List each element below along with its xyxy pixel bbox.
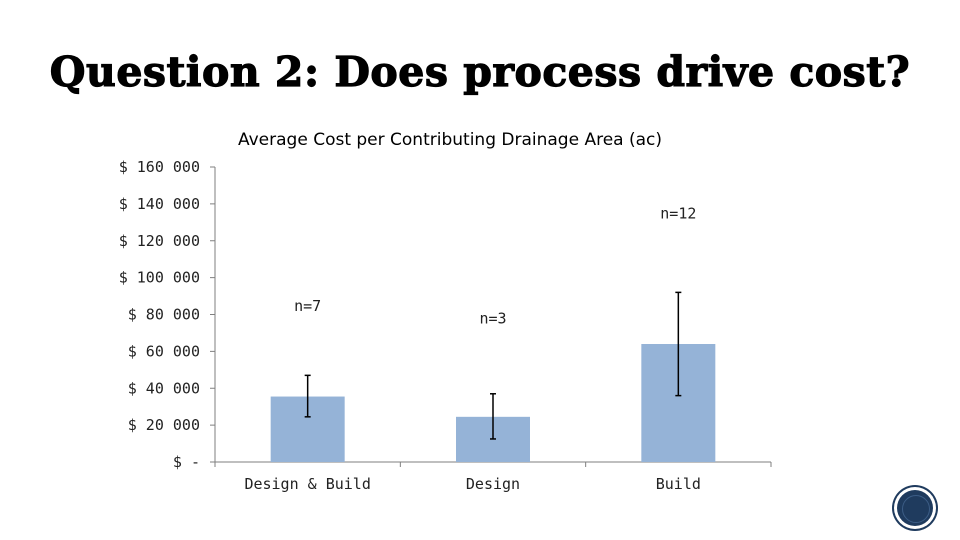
- y-tick-label: $ 140 000: [119, 195, 200, 213]
- labels: $ 160 000 $ 140 000 $ 120 000 $ 100 000 $ 80…: [119, 158, 701, 493]
- y-tick-label: $ 60 000: [128, 342, 200, 360]
- page-badge-inner: [902, 495, 930, 523]
- y-tick-label: $ 120 000: [119, 232, 200, 250]
- bars: [270, 344, 716, 462]
- x-category-label: Design: [466, 475, 520, 493]
- sample-size-annotation: n=12: [660, 205, 696, 223]
- y-tick-label: $ 80 000: [128, 306, 200, 324]
- y-tick-label: $ 20 000: [128, 416, 200, 434]
- page-badge-icon: [897, 490, 933, 526]
- slide-title: Question 2: Does process drive cost?: [49, 47, 911, 96]
- y-tick-label: $ 100 000: [119, 269, 200, 287]
- y-tick-label: $ -: [173, 453, 200, 471]
- sample-size-annotation: n=3: [479, 310, 506, 328]
- error-bars: [304, 291, 682, 440]
- sample-size-annotation: n=7: [294, 297, 321, 315]
- y-tick-label: $ 160 000: [119, 158, 200, 176]
- y-tick-label: $ 40 000: [128, 379, 200, 397]
- x-category-label: Build: [656, 475, 701, 493]
- x-category-label: Design & Build: [244, 475, 370, 493]
- chart-title: Average Cost per Contributing Drainage A…: [238, 130, 662, 150]
